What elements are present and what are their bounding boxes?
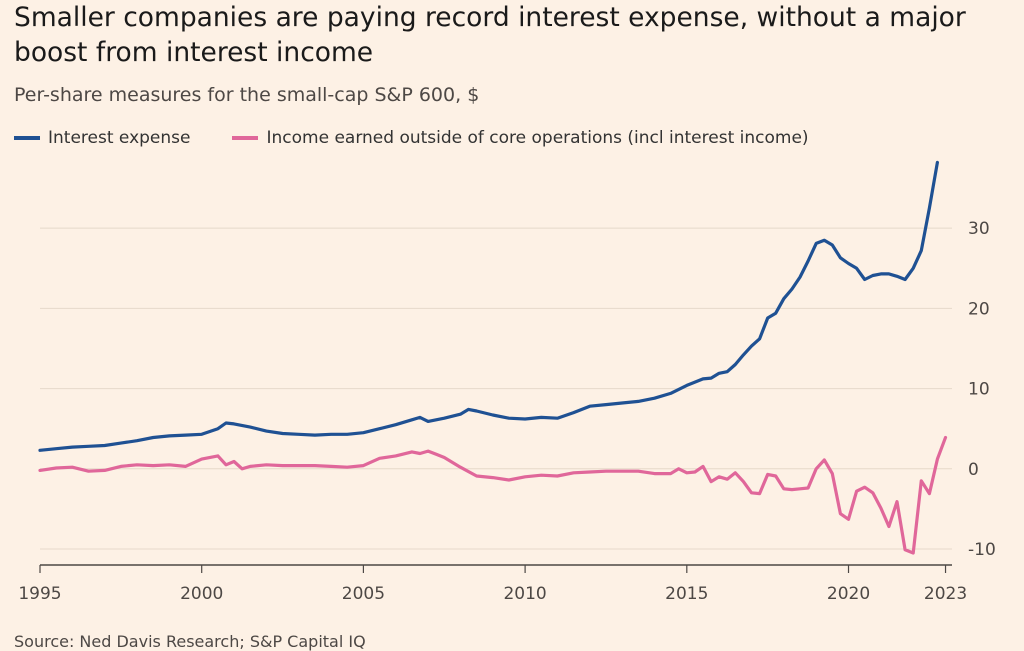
y-tick-label: 10 xyxy=(968,380,990,400)
chart-title: Smaller companies are paying record inte… xyxy=(14,2,966,68)
chart-source: Source: Ned Davis Research; S&P Capital … xyxy=(14,632,366,651)
legend-label-interest-expense: Interest expense xyxy=(48,128,191,148)
legend-item-other-income: Income earned outside of core operations… xyxy=(232,128,809,148)
y-tick-label: 20 xyxy=(968,299,990,319)
y-tick-label: -10 xyxy=(968,540,996,560)
series-line-other-income xyxy=(38,435,948,555)
y-tick-label: 0 xyxy=(968,460,979,480)
chart-legend: Interest expense Income earned outside o… xyxy=(14,128,851,148)
chart-subtitle: Per-share measures for the small-cap S&P… xyxy=(14,84,480,106)
y-tick-label: 30 xyxy=(968,219,990,239)
x-tick-label: 2015 xyxy=(665,584,708,604)
series-line-interest-expense xyxy=(38,160,939,452)
x-tick-label: 2020 xyxy=(827,584,870,604)
x-tick-label: 2000 xyxy=(180,584,223,604)
legend-label-other-income: Income earned outside of core operations… xyxy=(266,128,809,148)
legend-swatch-interest-expense xyxy=(14,136,40,140)
x-tick-label: 2005 xyxy=(342,584,385,604)
x-tick-label: 2010 xyxy=(503,584,546,604)
legend-swatch-other-income xyxy=(232,136,259,140)
x-tick-label: 2023 xyxy=(924,584,967,604)
x-tick-label: 1995 xyxy=(18,584,61,604)
legend-item-interest-expense: Interest expense xyxy=(14,128,190,148)
